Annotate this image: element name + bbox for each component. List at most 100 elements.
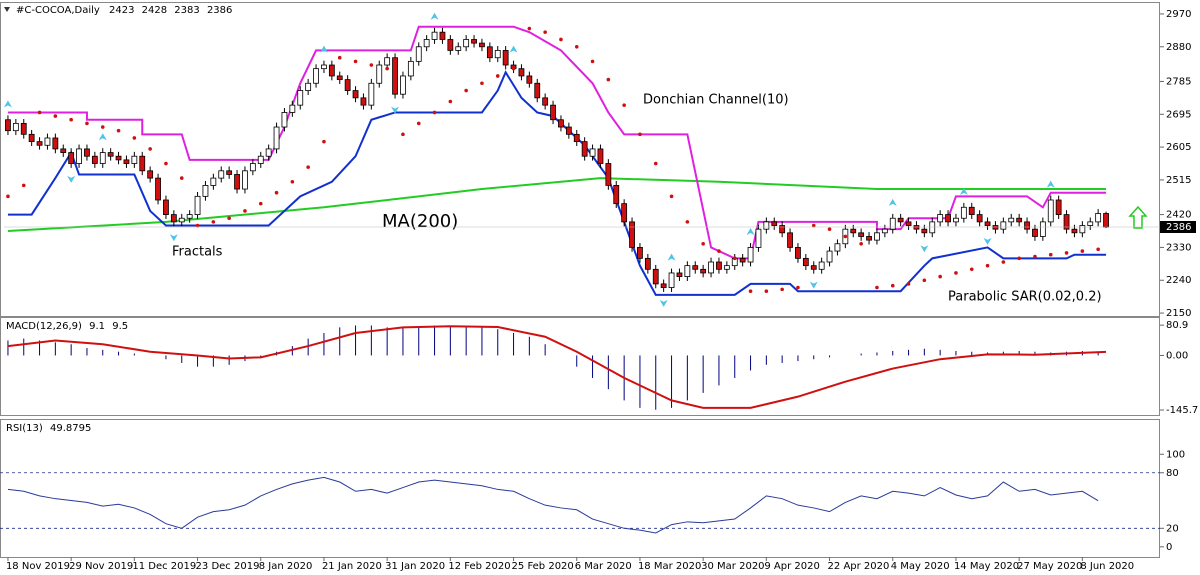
sar-dot bbox=[290, 179, 295, 184]
candle-body bbox=[44, 137, 51, 146]
sar-dot bbox=[179, 176, 184, 180]
candle-body bbox=[858, 232, 865, 237]
fractal-down bbox=[67, 175, 76, 183]
x-tick-label: 27 May 2020 bbox=[1017, 561, 1082, 572]
candle-body bbox=[321, 64, 327, 70]
candle-body bbox=[716, 261, 722, 270]
candle-body bbox=[795, 247, 801, 259]
fractal-down bbox=[659, 299, 668, 307]
menu-triangle[interactable] bbox=[4, 7, 10, 12]
candle-body bbox=[344, 79, 351, 91]
candle-body bbox=[1079, 225, 1086, 234]
fractal-up bbox=[430, 12, 439, 20]
candle-body bbox=[202, 185, 209, 197]
sar-dot bbox=[1033, 254, 1037, 259]
candle-body bbox=[581, 141, 588, 157]
x-tick-label: 4 May 2020 bbox=[891, 561, 950, 572]
candle-body bbox=[787, 232, 793, 248]
candle-body bbox=[810, 265, 817, 270]
sar-dot bbox=[969, 267, 974, 272]
candle-body bbox=[826, 250, 833, 263]
candle-body bbox=[249, 163, 256, 172]
fractal-down bbox=[169, 234, 178, 242]
candle-body bbox=[463, 39, 470, 48]
donchian-lower bbox=[7, 70, 1107, 296]
candle-body bbox=[739, 257, 746, 263]
sar-dot bbox=[922, 278, 927, 283]
x-tick-label: 18 Nov 2019 bbox=[6, 561, 70, 572]
candle-body bbox=[234, 174, 240, 190]
fractal-up bbox=[98, 133, 107, 141]
candle-body bbox=[984, 221, 991, 226]
candle-body bbox=[921, 228, 928, 234]
sar-dot bbox=[100, 125, 105, 129]
candle-body bbox=[929, 221, 936, 234]
candle-body bbox=[186, 214, 193, 219]
y-tick-label: 0.00 bbox=[1166, 350, 1188, 361]
candle-body bbox=[565, 126, 572, 135]
sar-dot bbox=[653, 161, 658, 166]
fractal-down bbox=[809, 281, 818, 289]
candle-body bbox=[242, 170, 248, 190]
x-tick-label: 29 Nov 2019 bbox=[69, 561, 133, 572]
candle-body bbox=[953, 217, 959, 223]
y-tick-label: 2150 bbox=[1166, 308, 1191, 319]
candle-body bbox=[12, 122, 19, 132]
fractal-down bbox=[983, 237, 992, 245]
macd-panel-frame bbox=[0, 317, 1160, 416]
candle-body bbox=[99, 152, 106, 164]
sar-dot bbox=[701, 241, 705, 246]
candle-body bbox=[84, 148, 90, 157]
candle-body bbox=[1039, 221, 1046, 237]
sar-dot bbox=[211, 220, 216, 224]
indicator-label: Donchian Channel(10) bbox=[643, 93, 789, 108]
y-tick-label: 20 bbox=[1166, 523, 1179, 534]
sar-dot bbox=[258, 201, 263, 206]
candle-body bbox=[913, 225, 920, 230]
sar-dot bbox=[274, 190, 279, 195]
candle-body bbox=[676, 272, 683, 278]
y-tick-label: 2330 bbox=[1166, 242, 1191, 253]
open-value: 2423 bbox=[109, 5, 134, 16]
candle-body bbox=[194, 195, 201, 215]
candle-body bbox=[747, 247, 754, 263]
candle-body bbox=[621, 203, 628, 223]
fractal-up bbox=[888, 198, 897, 206]
fractal-down bbox=[920, 245, 929, 253]
macd-signal-last: 9.5 bbox=[112, 321, 128, 332]
candle-body bbox=[20, 122, 27, 135]
candle-body bbox=[684, 265, 691, 278]
candle-body bbox=[147, 170, 154, 179]
macd-header: MACD(12,26,9) 9.1 9.5 bbox=[6, 321, 128, 332]
candle-body bbox=[376, 64, 383, 84]
candle-body bbox=[866, 236, 872, 241]
sar-dot bbox=[464, 88, 468, 93]
sar-dot bbox=[195, 223, 200, 228]
sar-dot bbox=[906, 282, 911, 286]
y-tick-label: 100 bbox=[1166, 449, 1185, 460]
sar-dot bbox=[85, 121, 89, 126]
candle-body bbox=[115, 155, 122, 161]
fractal-up bbox=[746, 228, 755, 236]
candle-body bbox=[313, 68, 319, 84]
sar-dot bbox=[416, 121, 421, 126]
trend-up-arrow bbox=[1128, 205, 1148, 229]
sar-dot bbox=[559, 37, 563, 42]
candle-body bbox=[660, 283, 667, 288]
candle-body bbox=[558, 119, 564, 128]
y-tick-label: 0 bbox=[1166, 542, 1172, 553]
sar-dot bbox=[1017, 256, 1021, 261]
candle-body bbox=[605, 163, 612, 186]
candle-body bbox=[573, 133, 580, 143]
x-tick-label: 9 Apr 2020 bbox=[764, 561, 819, 572]
indicator-label: MA(200) bbox=[382, 211, 458, 232]
candle-body bbox=[818, 261, 825, 270]
candle-body bbox=[589, 148, 596, 157]
y-tick-label: 80.9 bbox=[1166, 320, 1188, 331]
candle-body bbox=[723, 265, 730, 270]
sar-dot bbox=[1080, 249, 1085, 253]
candle-body bbox=[1063, 214, 1070, 230]
candle-body bbox=[652, 268, 659, 285]
sar-dot bbox=[606, 77, 611, 82]
